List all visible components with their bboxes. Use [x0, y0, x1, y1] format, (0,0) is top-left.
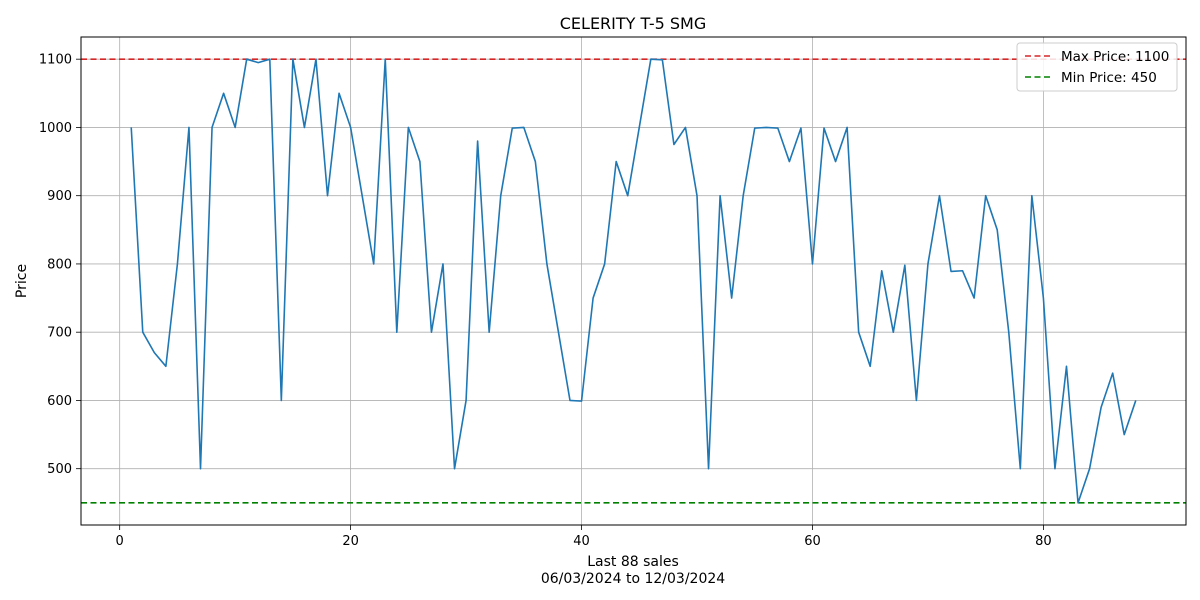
y-tick-label: 700 — [47, 326, 72, 341]
y-axis: 500 600 700 800 900 1000 1100 — [39, 53, 81, 477]
y-axis-label: Price — [14, 264, 30, 298]
y-tick-label: 900 — [47, 189, 72, 204]
legend-label-min: Min Price: 450 — [1061, 70, 1157, 86]
series-layer — [130, 58, 1137, 504]
reference-lines — [81, 58, 1186, 504]
x-tick-label: 0 — [116, 534, 124, 549]
chart-title: CELERITY T-5 SMG — [560, 14, 706, 33]
y-tick-label: 800 — [47, 257, 72, 272]
legend-box — [1016, 42, 1178, 92]
x-axis: 0 20 40 60 80 — [116, 525, 1052, 549]
price-series-line — [130, 58, 1137, 504]
legend-label-max: Max Price: 1100 — [1061, 49, 1169, 65]
x-axis-sublabel: 06/03/2024 to 12/03/2024 — [541, 571, 725, 587]
x-tick-label: 80 — [1035, 534, 1052, 549]
plot-frame — [80, 36, 1187, 526]
y-tick-label: 1100 — [39, 53, 72, 68]
x-tick-label: 20 — [342, 534, 359, 549]
y-tick-label: 1000 — [39, 121, 72, 136]
y-tick-label: 500 — [47, 462, 72, 477]
x-tick-label: 60 — [804, 534, 821, 549]
y-tick-label: 600 — [47, 394, 72, 409]
x-tick-label: 40 — [573, 534, 590, 549]
legend: Max Price: 1100 Min Price: 450 — [1016, 42, 1178, 92]
x-axis-label: Last 88 sales — [587, 554, 679, 570]
